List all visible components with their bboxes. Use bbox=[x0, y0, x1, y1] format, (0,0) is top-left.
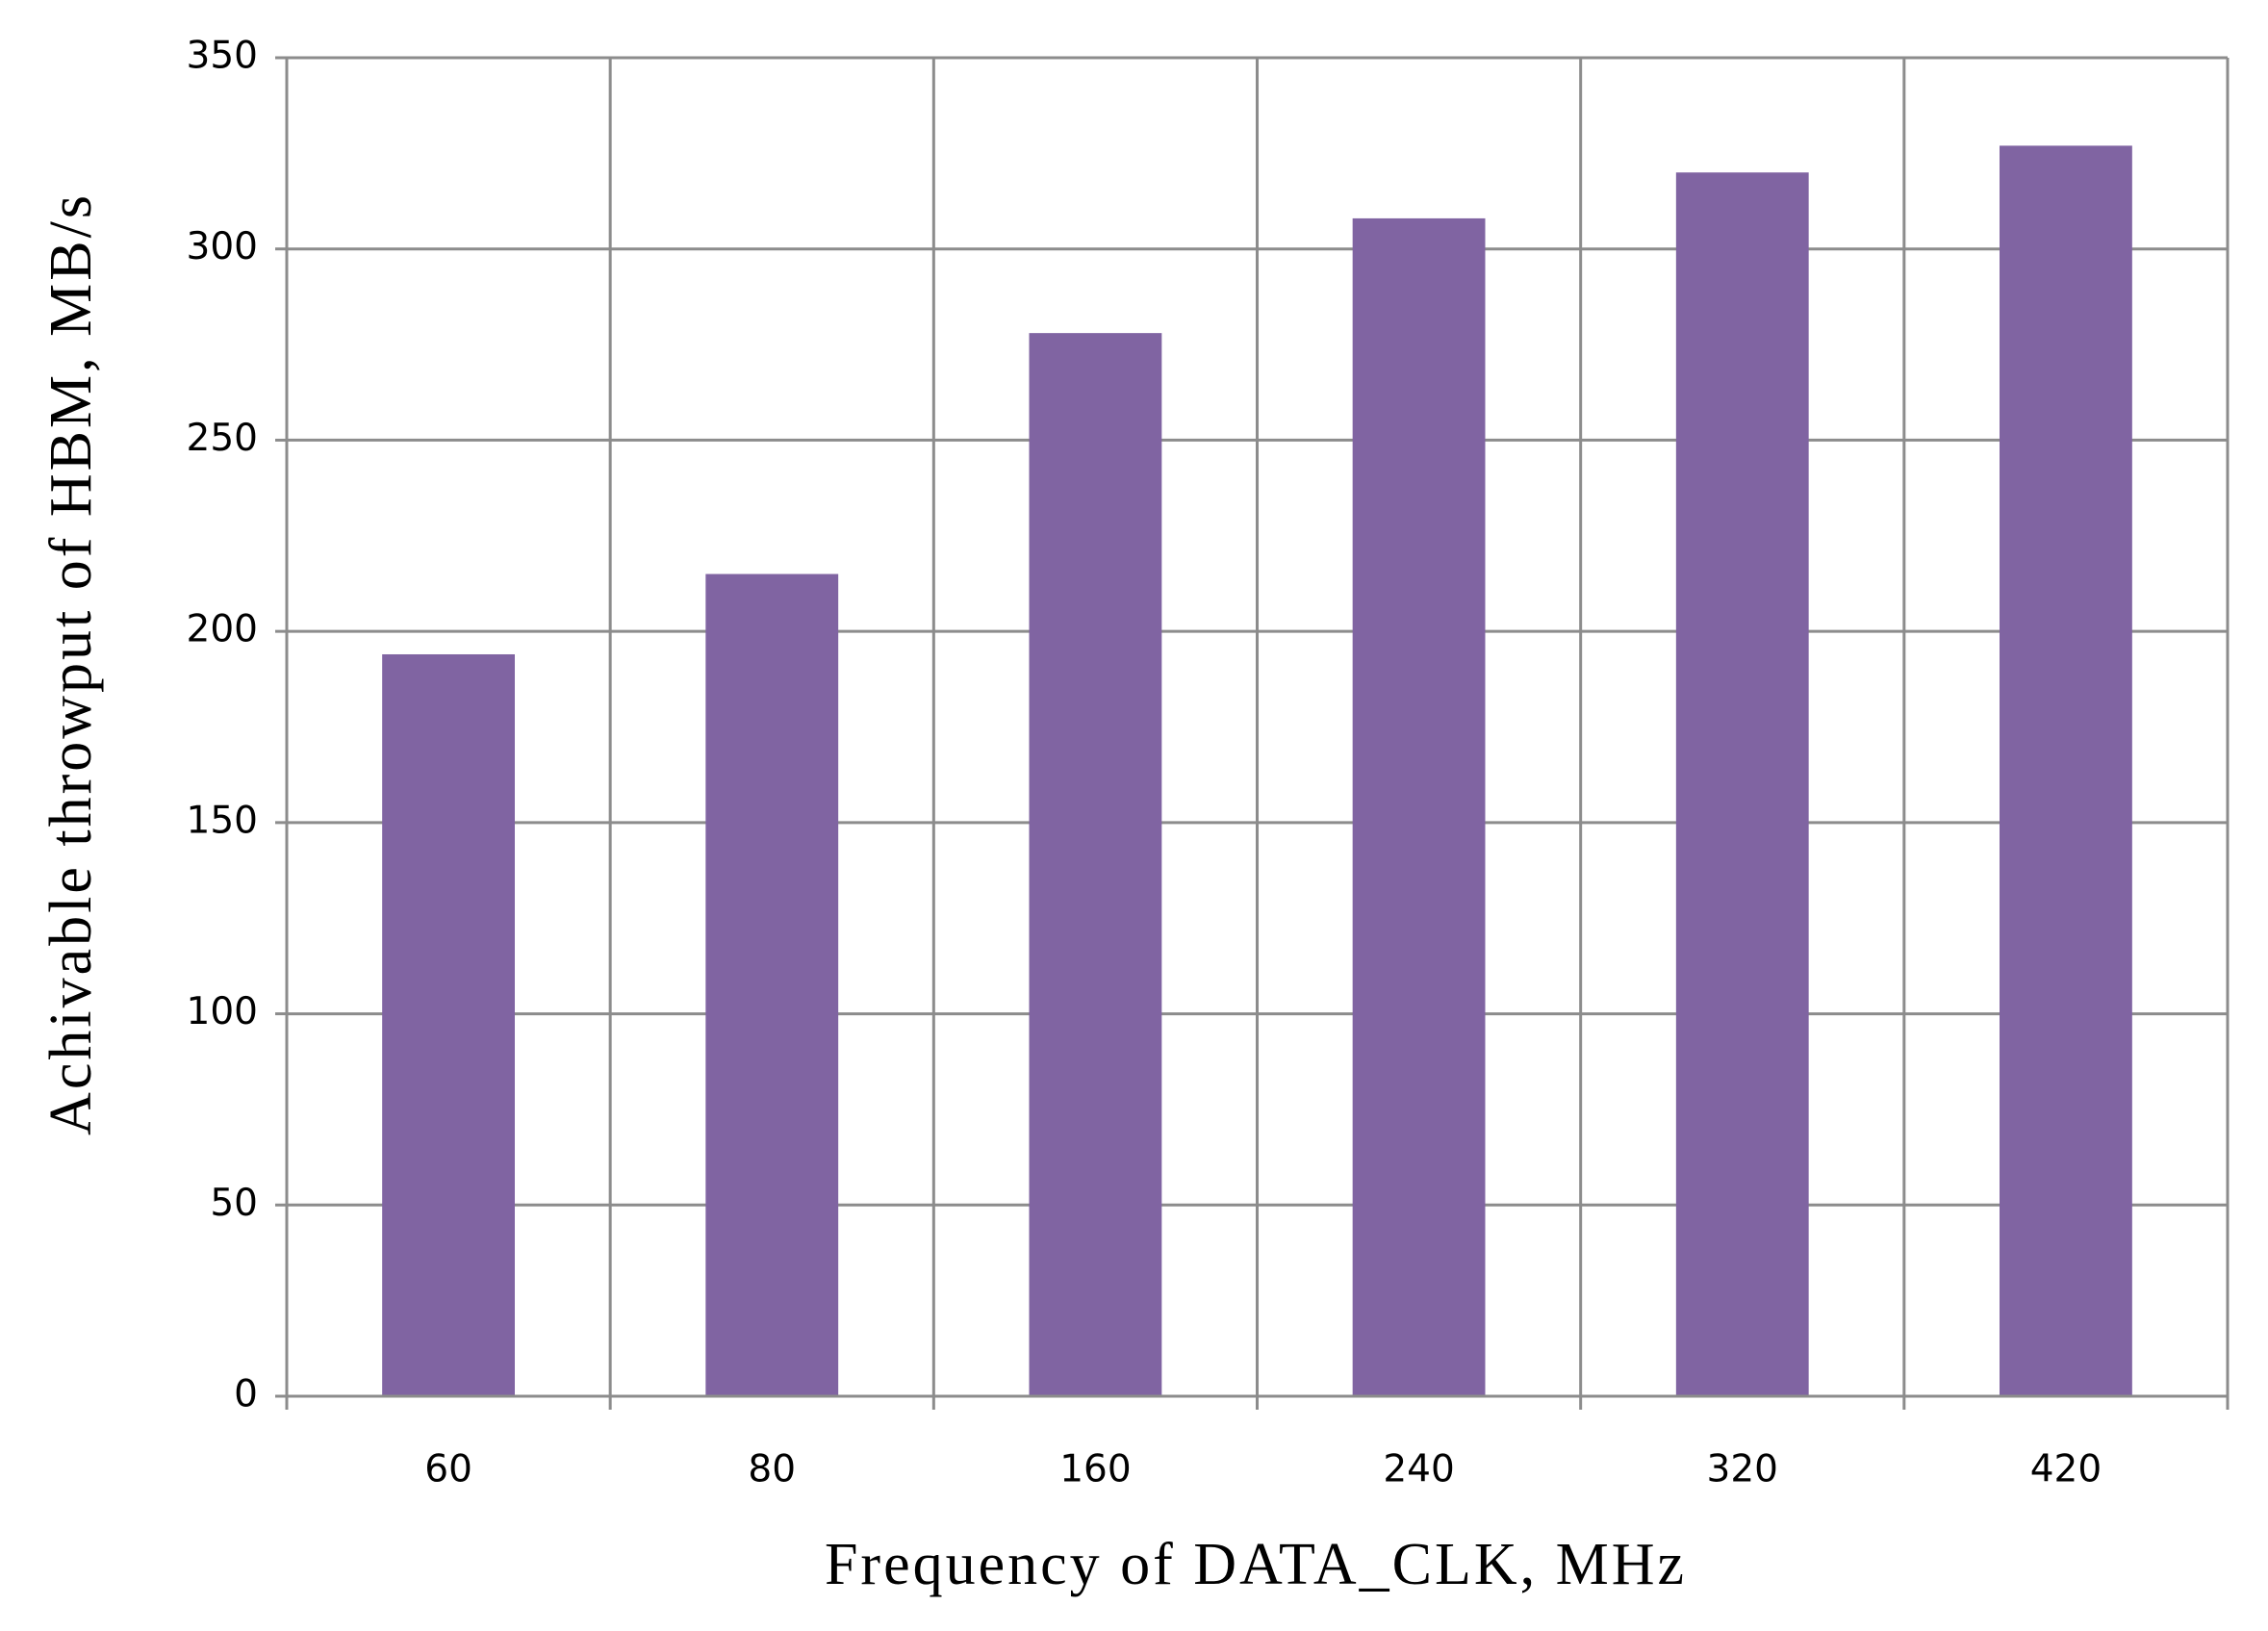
x-tick-label: 420 bbox=[2030, 1448, 2102, 1491]
x-tick-label: 320 bbox=[1707, 1448, 1778, 1491]
bar bbox=[1352, 217, 1486, 1396]
y-tick-label: 100 bbox=[187, 990, 258, 1033]
bar bbox=[2000, 145, 2132, 1396]
bar bbox=[382, 653, 515, 1396]
x-tick-label: 240 bbox=[1383, 1448, 1454, 1491]
x-tick-label: 80 bbox=[748, 1448, 796, 1491]
y-axis-title: Achivable throwput of HBM, MB/s bbox=[38, 192, 104, 1135]
y-tick-label: 50 bbox=[210, 1182, 258, 1225]
y-tick-label: 250 bbox=[187, 417, 258, 460]
y-tick-label: 350 bbox=[187, 35, 258, 78]
x-tick-label: 60 bbox=[424, 1448, 472, 1491]
y-tick-label: 150 bbox=[187, 799, 258, 842]
x-axis-title: Frequency of DATA_CLK, MHz bbox=[825, 1532, 1687, 1597]
bar bbox=[705, 573, 839, 1396]
bar bbox=[1675, 172, 1809, 1397]
y-tick-label: 200 bbox=[187, 608, 258, 651]
y-tick-label: 0 bbox=[234, 1373, 258, 1416]
x-tick-label: 160 bbox=[1059, 1448, 1131, 1491]
y-tick-label: 300 bbox=[187, 225, 258, 268]
bar bbox=[1029, 333, 1162, 1396]
